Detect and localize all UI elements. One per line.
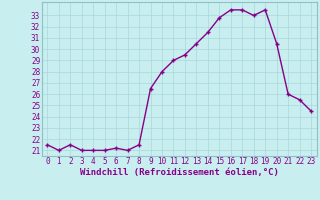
X-axis label: Windchill (Refroidissement éolien,°C): Windchill (Refroidissement éolien,°C): [80, 168, 279, 177]
